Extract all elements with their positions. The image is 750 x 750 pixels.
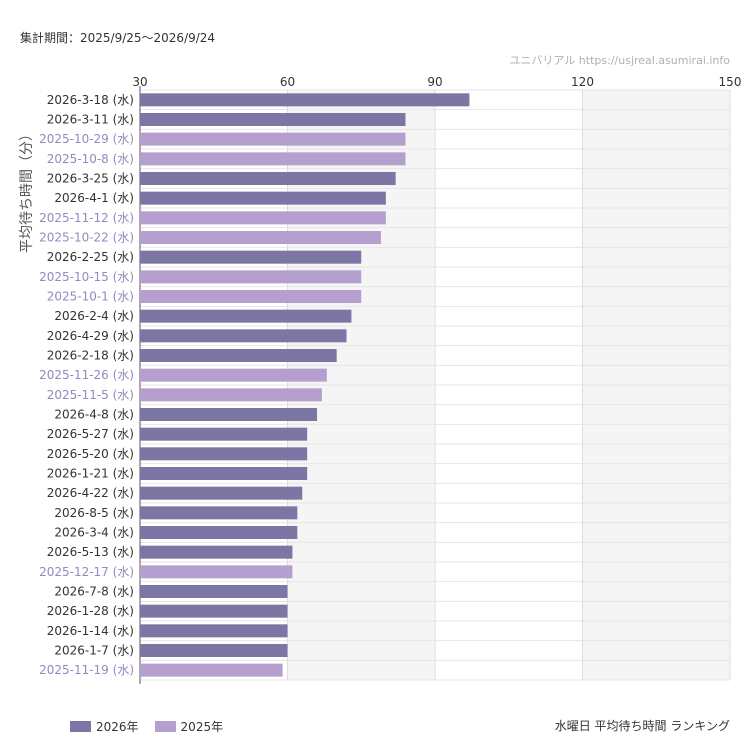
category-label: 2026-3-4 (水)	[54, 526, 134, 540]
bar	[140, 565, 293, 579]
legend-swatch-2026	[70, 721, 91, 732]
category-label: 2026-5-20 (水)	[47, 447, 134, 461]
bar	[140, 250, 362, 264]
legend: 2026年 2025年	[70, 718, 223, 735]
category-label: 2025-10-1 (水)	[47, 290, 134, 304]
bar	[140, 270, 362, 284]
category-label: 2025-10-29 (水)	[39, 132, 134, 146]
x-tick-label: 150	[719, 75, 742, 89]
category-label: 2026-2-25 (水)	[47, 250, 134, 264]
category-label: 2026-2-18 (水)	[47, 349, 134, 363]
bar	[140, 113, 406, 126]
category-label: 2026-5-27 (水)	[47, 427, 134, 441]
bar	[140, 663, 283, 677]
bar	[140, 191, 386, 205]
category-label: 2026-1-14 (水)	[47, 624, 134, 638]
x-tick-label: 90	[427, 75, 442, 89]
bar	[140, 329, 347, 343]
category-label: 2025-11-26 (水)	[39, 368, 134, 382]
category-label: 2025-12-17 (水)	[39, 565, 134, 579]
bar	[140, 152, 406, 166]
bar	[140, 132, 406, 146]
category-label: 2025-11-12 (水)	[39, 211, 134, 225]
period-label: 集計期間：2025/9/25〜2026/9/24	[20, 31, 216, 45]
bar	[140, 467, 308, 480]
category-label: 2026-7-8 (水)	[54, 585, 134, 599]
bar	[140, 290, 362, 303]
bar	[140, 447, 308, 461]
category-label: 2025-10-8 (水)	[47, 152, 134, 166]
category-label: 2025-10-22 (水)	[39, 231, 134, 245]
bar	[140, 172, 396, 185]
category-label: 2026-3-18 (水)	[47, 93, 134, 107]
legend-swatch-2025	[154, 721, 176, 732]
category-label: 2026-1-21 (水)	[47, 467, 134, 481]
bar	[140, 388, 322, 402]
category-label: 2026-1-28 (水)	[47, 604, 134, 618]
y-axis-title: 平均待ち時間（分）	[19, 127, 35, 253]
bar	[140, 427, 308, 441]
bar	[140, 211, 386, 225]
bar	[140, 644, 288, 657]
category-label: 2026-3-25 (水)	[47, 172, 134, 186]
bar	[140, 506, 298, 520]
legend-label-2026: 2026年	[96, 720, 139, 734]
bar	[140, 486, 303, 500]
bar	[140, 408, 317, 421]
category-label: 2025-11-19 (水)	[39, 663, 134, 677]
category-label: 2026-4-29 (水)	[47, 329, 134, 343]
category-label: 2026-2-4 (水)	[54, 309, 134, 323]
category-label: 2025-10-15 (水)	[39, 270, 134, 284]
bar	[140, 309, 352, 323]
bar	[140, 604, 288, 618]
bar	[140, 526, 298, 539]
bar	[140, 349, 337, 362]
category-label: 2026-3-11 (水)	[47, 113, 134, 127]
bar	[140, 368, 327, 382]
x-tick-label: 30	[132, 75, 147, 89]
bar	[140, 624, 288, 638]
legend-label-2025: 2025年	[180, 720, 224, 734]
category-label: 2026-4-22 (水)	[47, 486, 134, 500]
category-label: 2026-5-13 (水)	[47, 545, 134, 559]
bar	[140, 545, 293, 559]
bar	[140, 93, 470, 107]
category-label: 2026-4-8 (水)	[54, 408, 134, 422]
category-label: 2026-8-5 (水)	[54, 506, 134, 520]
x-tick-label: 60	[280, 75, 295, 89]
chart-caption: 水曜日 平均待ち時間 ランキング	[554, 719, 730, 733]
bar	[140, 585, 288, 598]
x-tick-label: 120	[571, 75, 594, 89]
category-label: 2026-1-7 (水)	[54, 644, 134, 658]
legend-item-2025: 2025年	[154, 718, 224, 735]
legend-item-2026: 2026年	[70, 718, 139, 735]
category-label: 2025-11-5 (水)	[47, 388, 134, 402]
category-label: 2026-4-1 (水)	[54, 191, 134, 205]
source-credit: ユニバリアル https://usjreal.asumirai.info	[509, 54, 730, 67]
bar	[140, 231, 381, 244]
